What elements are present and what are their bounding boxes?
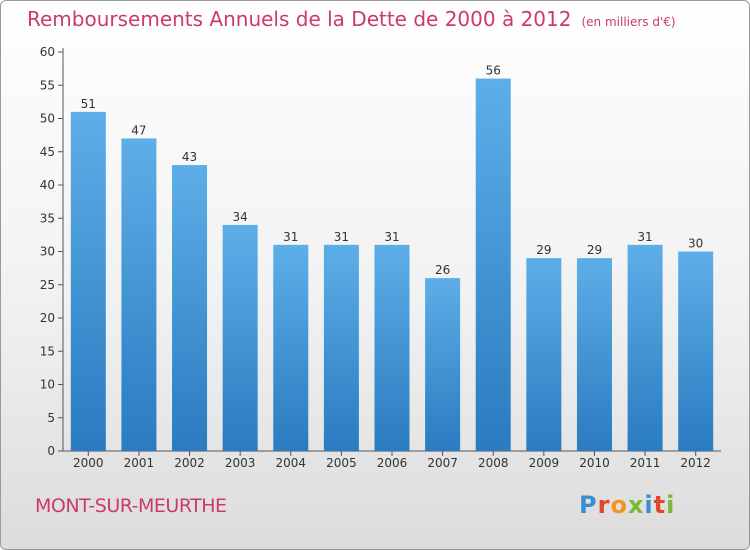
- value-label-2012: 30: [688, 237, 703, 251]
- x-tick-label-2010: 2010: [579, 456, 610, 470]
- proxiti-logo[interactable]: Proxiti: [579, 491, 675, 519]
- x-tick-label-2000: 2000: [73, 456, 104, 470]
- y-tick-label: 15: [40, 344, 55, 358]
- y-tick-label: 30: [40, 245, 55, 259]
- commune-name: MONT-SUR-MEURTHE: [35, 495, 227, 517]
- y-tick-label: 45: [40, 145, 55, 159]
- x-tick-label-2009: 2009: [529, 456, 560, 470]
- y-tick-label: 50: [40, 112, 55, 126]
- bar-2004: [273, 244, 309, 451]
- bar-2007: [425, 278, 461, 451]
- value-label-2007: 26: [435, 263, 450, 277]
- bar-2002: [172, 165, 208, 452]
- bar-2005: [323, 244, 359, 451]
- value-label-2011: 31: [637, 230, 652, 244]
- x-tick-label-2004: 2004: [275, 456, 306, 470]
- bar-2010: [576, 258, 612, 451]
- value-label-2000: 51: [81, 97, 96, 111]
- y-tick-label: 25: [40, 278, 55, 292]
- logo-letter: o: [610, 491, 628, 519]
- y-tick-label: 5: [47, 411, 55, 425]
- x-tick-label-2001: 2001: [124, 456, 155, 470]
- bar-2000: [70, 111, 106, 451]
- value-label-2004: 31: [283, 230, 298, 244]
- chart-title: Remboursements Annuels de la Dette de 20…: [27, 7, 676, 31]
- logo-letter: P: [579, 491, 598, 519]
- logo-letter: i: [644, 491, 654, 519]
- bar-2012: [678, 251, 714, 451]
- value-label-2003: 34: [233, 210, 248, 224]
- bar-2009: [526, 258, 562, 451]
- x-tick-label-2002: 2002: [174, 456, 205, 470]
- x-tick-label-2005: 2005: [326, 456, 357, 470]
- logo-letter: r: [597, 491, 611, 519]
- value-label-2002: 43: [182, 150, 197, 164]
- bar-2008: [475, 78, 511, 451]
- value-label-2008: 56: [486, 64, 501, 78]
- chart-title-text: Remboursements Annuels de la Dette de 20…: [27, 7, 572, 31]
- bar-2011: [627, 244, 663, 451]
- value-label-2006: 31: [384, 230, 399, 244]
- y-tick-label: 20: [40, 311, 55, 325]
- chart-bars: [70, 78, 714, 452]
- logo-letter: x: [627, 491, 645, 519]
- bar-2003: [222, 224, 258, 451]
- chart-labels: 2000 51 2001 47 2002 43 2003 34 2004 31 2005 31 2006…: [73, 64, 711, 470]
- x-tick-label-2006: 2006: [377, 456, 408, 470]
- chart-axes: 0 5 10 15 20 25 30 35 40 45 50 55 60: [40, 45, 721, 458]
- value-label-2001: 47: [131, 123, 146, 137]
- logo-letter: i: [666, 491, 676, 519]
- x-tick-label-2011: 2011: [630, 456, 661, 470]
- value-label-2010: 29: [587, 243, 602, 257]
- x-tick-label-2003: 2003: [225, 456, 256, 470]
- bar-2006: [374, 244, 410, 451]
- y-tick-label: 35: [40, 211, 55, 225]
- y-tick-label: 0: [47, 444, 55, 458]
- value-label-2009: 29: [536, 243, 551, 257]
- y-tick-label: 60: [40, 45, 55, 59]
- value-label-2005: 31: [334, 230, 349, 244]
- y-tick-label: 40: [40, 178, 55, 192]
- y-tick-label: 55: [40, 78, 55, 92]
- x-tick-label-2012: 2012: [680, 456, 711, 470]
- x-tick-label-2008: 2008: [478, 456, 509, 470]
- logo-letter: t: [653, 491, 667, 519]
- y-tick-label: 10: [40, 378, 55, 392]
- x-tick-label-2007: 2007: [427, 456, 458, 470]
- bar-2001: [121, 138, 157, 451]
- chart-subtitle: (en milliers d'€): [581, 15, 676, 29]
